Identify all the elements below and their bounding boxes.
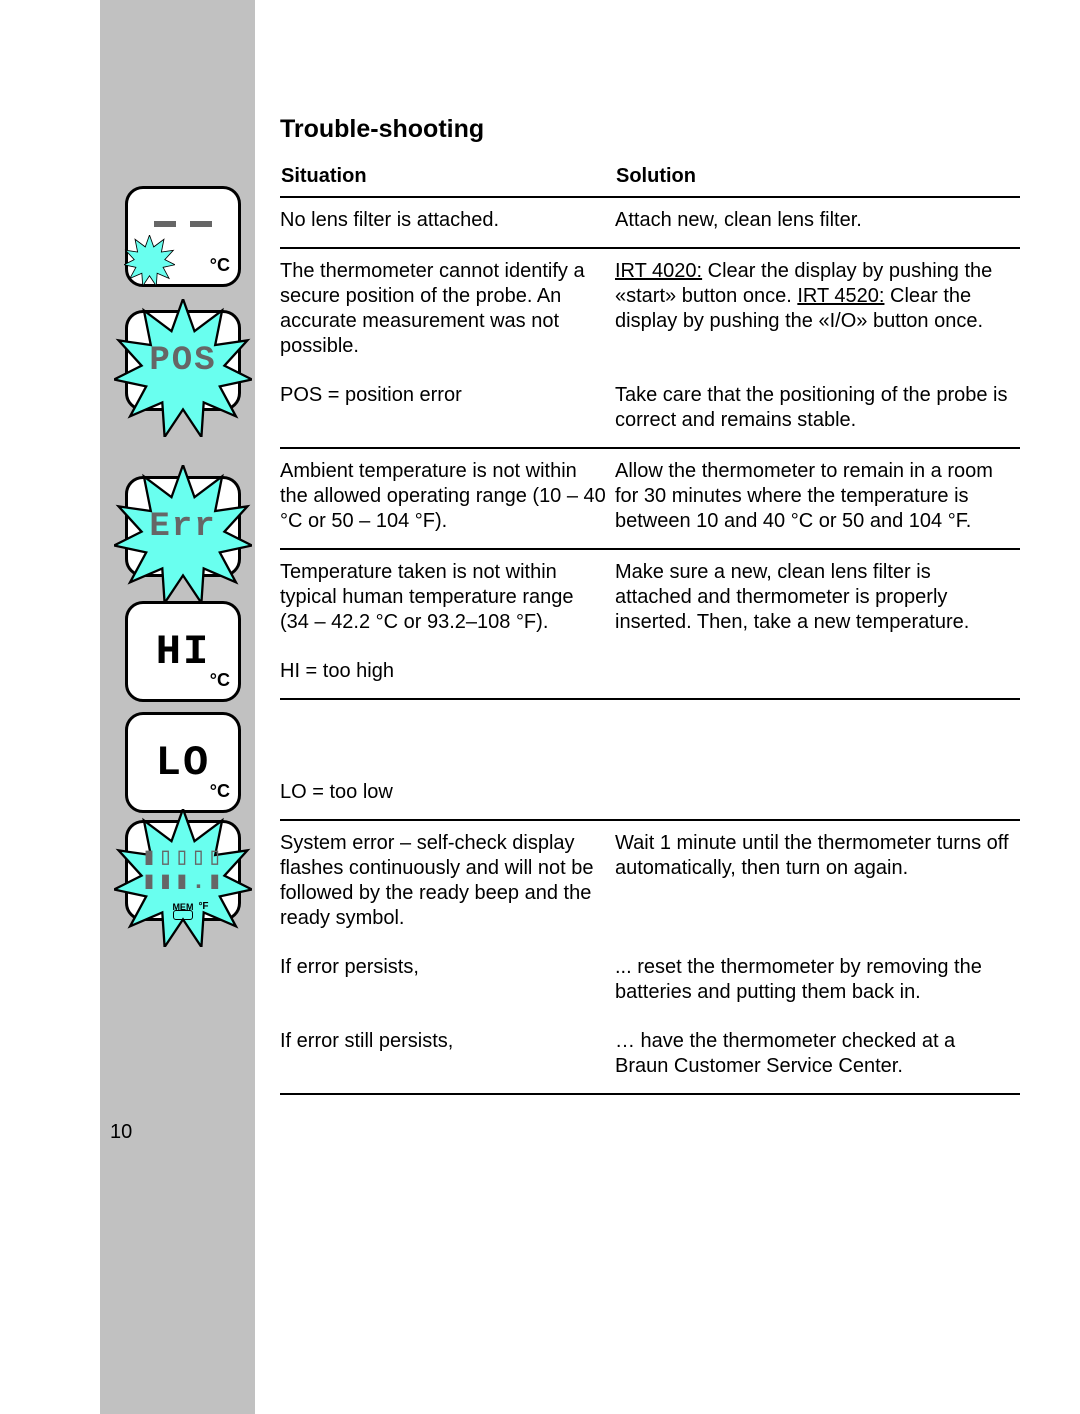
troubleshooting-table: Situation Solution No lens filter is att… [280,164,1020,1095]
situation-text: If error still persists, [280,1029,607,1054]
table-row: LO = too low [280,700,1020,820]
table-row: Ambient temperature is not within the al… [280,449,1020,549]
solution-text: … have the thermometer checked at a Brau… [615,1029,1012,1079]
error-display-icon: LO°C [125,712,235,813]
solution-text: Allow the thermometer to remain in a roo… [615,459,1012,534]
table-body: No lens filter is attached. Attach new, c… [280,197,1020,1095]
solution-text: ... reset the thermometer by removing th… [615,955,1012,1005]
solution-text: Make sure a new, clean lens filter is at… [615,560,1012,635]
solution-cell [615,700,1020,820]
left-gutter [0,0,100,1414]
solution-text: Attach new, clean lens filter. [615,208,1012,233]
lcd-display-icon: HI°C [125,601,241,702]
situation-text: Ambient temperature is not within the al… [280,459,607,534]
table-row: No lens filter is attached. Attach new, c… [280,198,1020,248]
table-row: If error still persists, … have the therm… [280,1019,1020,1094]
error-display-icon: ▮▯▯▯▯ ▮▮▮.▮ MEM°F [125,820,235,921]
error-display-icon: °C [125,186,235,287]
situation-text: Temperature taken is not within typical … [280,560,607,635]
solution-cell: Make sure a new, clean lens filter is at… [615,550,1020,649]
solution-text: Take care that the positioning of the pr… [615,383,1012,433]
solution-cell [615,649,1020,699]
solution-cell: Allow the thermometer to remain in a roo… [615,449,1020,549]
solution-cell: Take care that the positioning of the pr… [615,373,1020,448]
solution-cell: … have the thermometer checked at a Brau… [615,1019,1020,1094]
content-area: Error message Trouble-shooting Situation… [255,0,1080,1414]
situation-cell: Ambient temperature is not within the al… [280,449,615,549]
lcd-display-icon: ▮▯▯▯▯ ▮▮▮.▮ MEM°F [125,820,241,921]
table-row: The thermometer cannot identify a secure… [280,249,1020,373]
situation-cell: If error still persists, [280,1019,615,1094]
page-title: Trouble-shooting [280,115,1020,144]
situation-cell: HI = too high [280,649,615,699]
page: °C POS Err HI°C LO°C ▮▯▯▯▯ ▮▮▮.▮ MEM°F E… [0,0,1080,1414]
situation-cell: If error persists, [280,945,615,1019]
situation-cell: System error – self-check display flashe… [280,821,615,945]
solution-cell: IRT 4020: Clear the display by pushing t… [615,249,1020,373]
situation-text: LO = too low [280,780,607,805]
error-display-icon: POS [125,310,235,411]
lcd-display-icon: Err [125,476,241,577]
solution-cell: Wait 1 minute until the thermometer turn… [615,821,1020,945]
situation-cell: POS = position error [280,373,615,448]
solution-text: Wait 1 minute until the thermometer turn… [615,831,1012,881]
situation-text: No lens filter is attached. [280,208,607,233]
table-row: Temperature taken is not within typical … [280,550,1020,649]
situation-cell: LO = too low [280,700,615,820]
table-rule [280,1094,1020,1095]
solution-cell: Attach new, clean lens filter. [615,198,1020,248]
lcd-display-icon: °C [125,186,241,287]
table-row: If error persists, ... reset the thermome… [280,945,1020,1019]
lcd-display-icon: LO°C [125,712,241,813]
error-display-icon: HI°C [125,601,235,702]
solution-text: IRT 4020: Clear the display by pushing t… [615,259,1012,334]
situation-cell: No lens filter is attached. [280,198,615,248]
solution-cell: ... reset the thermometer by removing th… [615,945,1020,1019]
table-row: System error – self-check display flashe… [280,821,1020,945]
situation-text: If error persists, [280,955,607,980]
situation-text: HI = too high [280,659,607,684]
situation-text: POS = position error [280,383,607,408]
situation-cell: Temperature taken is not within typical … [280,550,615,649]
situation-cell: The thermometer cannot identify a secure… [280,249,615,373]
sidebar: °C POS Err HI°C LO°C ▮▯▯▯▯ ▮▮▮.▮ MEM°F [100,0,255,1414]
page-number: 10 [110,1121,132,1144]
table-row: HI = too high [280,649,1020,699]
col-header-solution: Solution [615,164,1020,197]
table-row: POS = position error Take care that the p… [280,373,1020,448]
lcd-display-icon: POS [125,310,241,411]
error-display-icon: Err [125,476,235,577]
situation-text: System error – self-check display flashe… [280,831,607,931]
situation-text: The thermometer cannot identify a secure… [280,259,607,359]
col-header-situation: Situation [280,164,615,197]
